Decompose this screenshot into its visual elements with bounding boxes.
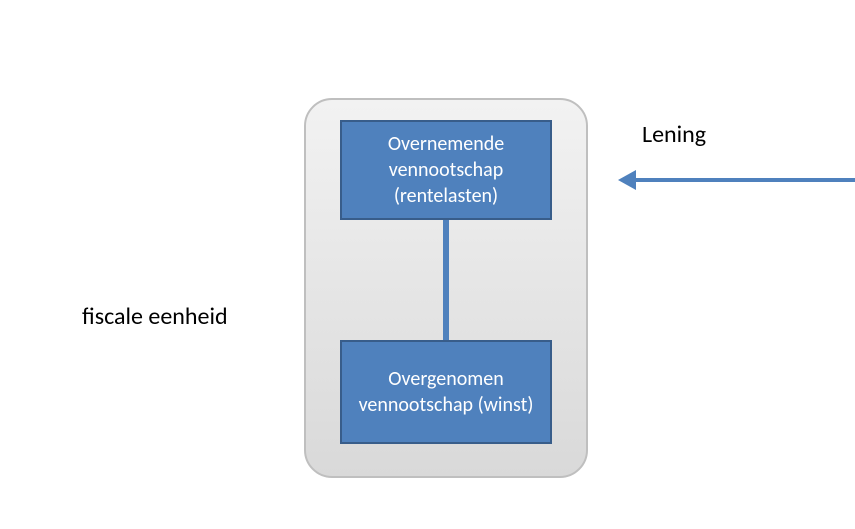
lening-arrow-head	[618, 170, 636, 190]
node-bottom: Overgenomen vennootschap (winst)	[340, 340, 552, 444]
lening-arrow-line	[634, 178, 855, 182]
node-bottom-label: Overgenomen vennootschap (winst)	[350, 366, 542, 418]
node-connector	[443, 220, 449, 340]
label-fiscale-eenheid: fiscale eenheid	[82, 302, 228, 331]
node-top: Overnemende vennootschap (rentelasten)	[340, 120, 552, 220]
node-top-label: Overnemende vennootschap (rentelasten)	[350, 131, 542, 209]
label-lening: Lening	[642, 120, 706, 149]
